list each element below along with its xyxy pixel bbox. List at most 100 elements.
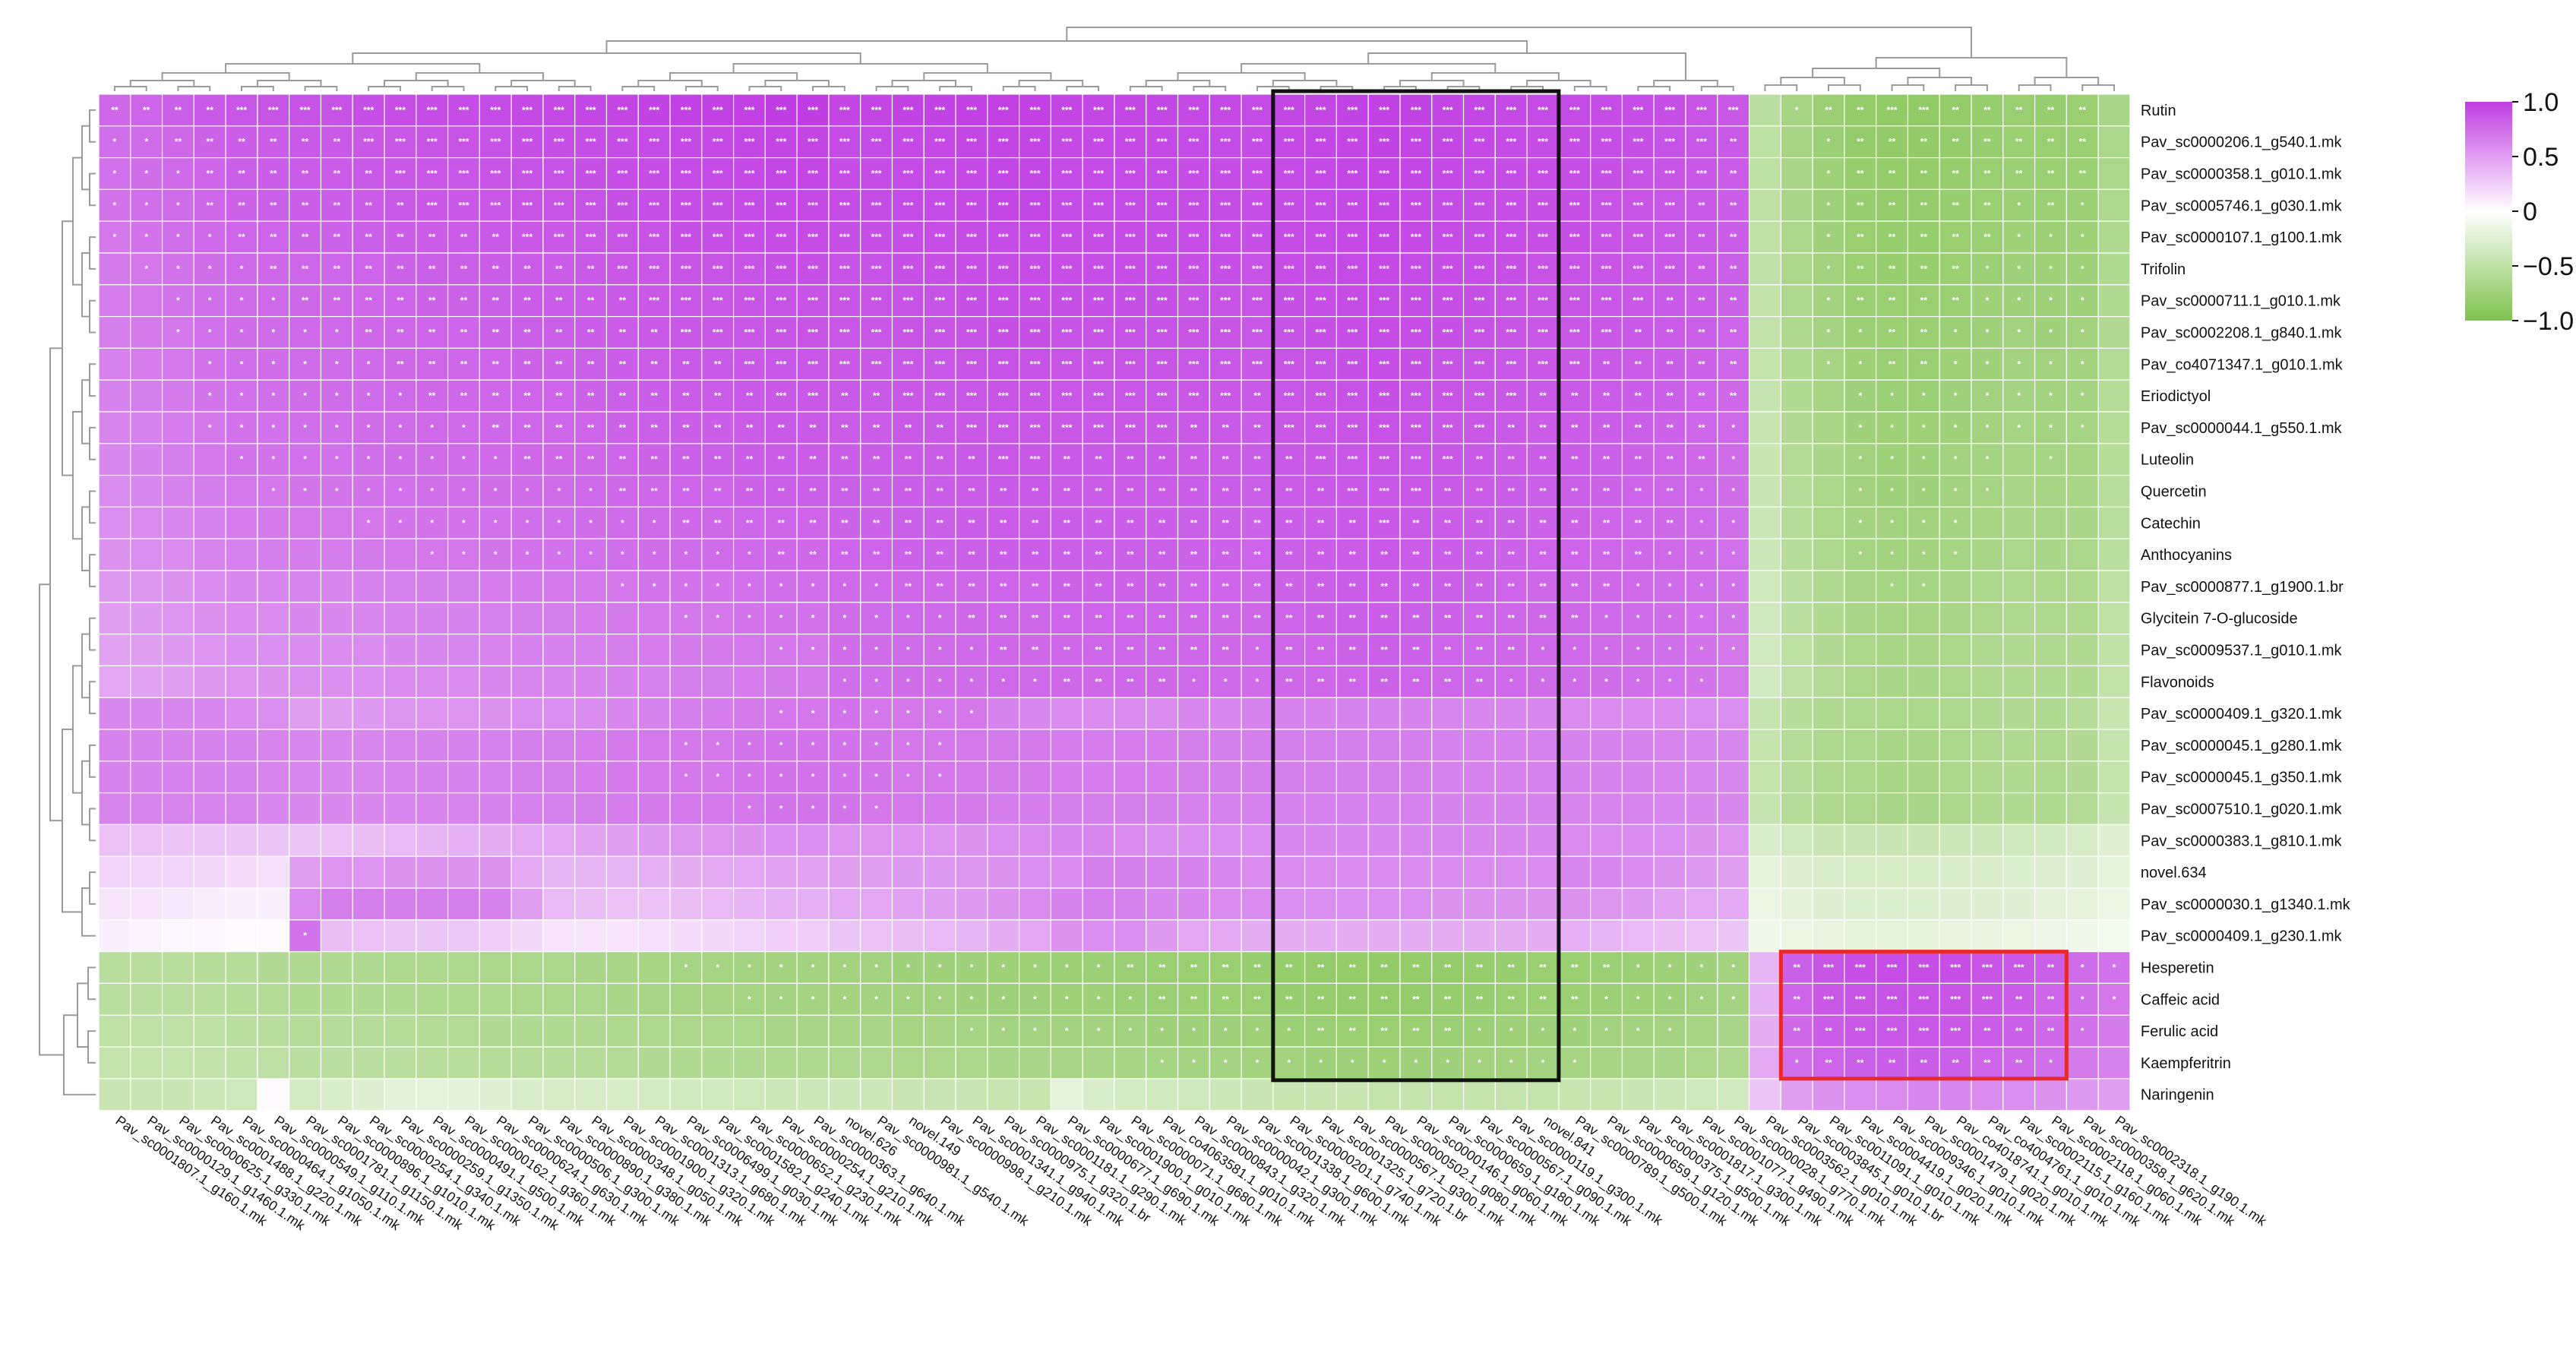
heatmap-cell xyxy=(98,665,131,698)
heatmap-cell xyxy=(1876,760,1909,794)
significance-mark: ** xyxy=(587,264,595,274)
heatmap-cell xyxy=(1335,1078,1369,1111)
heatmap-cell xyxy=(479,919,512,953)
significance-mark: * xyxy=(1668,613,1672,624)
heatmap-cell xyxy=(637,855,671,889)
heatmap-cell xyxy=(669,1078,703,1111)
heatmap-cell xyxy=(352,125,385,159)
row-label: Pav_sc0000383.1_g810.1.mk xyxy=(2141,833,2343,849)
heatmap-cell xyxy=(860,125,893,159)
significance-mark: *** xyxy=(1157,359,1168,369)
significance-mark: *** xyxy=(1061,232,1072,242)
heatmap-cell xyxy=(416,919,449,953)
significance-mark: *** xyxy=(1347,454,1358,465)
heatmap-cell xyxy=(1399,379,1433,413)
significance-mark: * xyxy=(653,549,656,560)
heatmap-cell xyxy=(1462,379,1496,413)
heatmap-cell xyxy=(98,633,131,666)
significance-mark: ** xyxy=(1698,232,1705,242)
significance-mark: ** xyxy=(936,454,943,465)
heatmap-cell xyxy=(2066,1046,2099,1080)
heatmap-cell xyxy=(416,824,449,857)
heatmap-cell xyxy=(2034,729,2067,762)
significance-mark: * xyxy=(716,963,719,973)
significance-mark: ** xyxy=(238,137,245,147)
heatmap-cell xyxy=(161,474,194,507)
significance-mark: *** xyxy=(1379,200,1389,210)
heatmap-cell xyxy=(1907,665,1940,698)
significance-mark: * xyxy=(1731,454,1735,465)
heatmap-cell xyxy=(2002,284,2036,318)
significance-mark: * xyxy=(1986,391,1990,401)
heatmap-cell xyxy=(1621,729,1655,762)
heatmap-cell xyxy=(130,729,163,762)
significance-mark: ** xyxy=(270,232,277,242)
heatmap-cell xyxy=(1717,887,1750,921)
significance-mark: *** xyxy=(808,296,818,306)
significance-mark: ** xyxy=(1317,549,1325,560)
heatmap-cell xyxy=(2066,1078,2099,1111)
row-label: Ferulic acid xyxy=(2141,1023,2218,1040)
dendrogram-branch xyxy=(2034,77,2100,85)
significance-mark: *** xyxy=(1188,137,1199,147)
heatmap-cell xyxy=(447,602,480,635)
significance-mark: ** xyxy=(746,454,754,465)
heatmap-cell xyxy=(796,157,830,191)
dendrogram-branch xyxy=(2081,84,2116,91)
significance-mark: ** xyxy=(1857,105,1864,115)
heatmap-cell xyxy=(2034,855,2067,889)
heatmap-cell xyxy=(574,1078,608,1111)
significance-mark: *** xyxy=(490,137,501,147)
significance-mark: ** xyxy=(1952,232,1959,242)
significance-mark: *** xyxy=(1918,105,1929,115)
heatmap-cell xyxy=(987,1046,1020,1080)
significance-mark: * xyxy=(1636,994,1640,1004)
significance-mark: ** xyxy=(1285,549,1293,560)
significance-mark: * xyxy=(779,740,783,751)
heatmap-cell xyxy=(2002,316,2036,349)
significance-mark: *** xyxy=(554,232,564,242)
dendrogram-branch xyxy=(72,665,82,794)
heatmap-cell xyxy=(257,824,290,857)
heatmap-cell xyxy=(1526,284,1560,318)
heatmap-cell xyxy=(542,188,576,222)
heatmap-cell xyxy=(955,887,988,921)
significance-mark: ** xyxy=(1666,296,1674,306)
heatmap-cell xyxy=(764,252,798,286)
significance-mark: *** xyxy=(1664,200,1675,210)
significance-mark: ** xyxy=(460,391,468,401)
heatmap-cell xyxy=(1685,1014,1718,1048)
heatmap-cell xyxy=(225,982,258,1016)
significance-mark: ** xyxy=(492,232,500,242)
significance-mark: * xyxy=(906,676,910,687)
significance-mark: * xyxy=(716,772,719,783)
heatmap-cell xyxy=(542,950,576,984)
row-label: Pav_sc0000877.1_g1900.1.br xyxy=(2141,579,2344,596)
significance-mark: * xyxy=(303,327,307,338)
dendrogram-branch xyxy=(161,72,290,81)
heatmap-cell xyxy=(161,506,194,539)
significance-mark: *** xyxy=(744,169,754,179)
heatmap-cell xyxy=(2097,602,2131,635)
significance-mark: *** xyxy=(1538,169,1548,179)
heatmap-cell xyxy=(1082,919,1115,953)
heatmap-cell xyxy=(1780,474,1813,507)
heatmap-cell xyxy=(605,760,639,794)
heatmap-cell xyxy=(416,1078,449,1111)
significance-mark: ** xyxy=(1730,232,1737,242)
significance-mark: ** xyxy=(523,264,531,274)
heatmap-cell xyxy=(1844,252,1877,286)
significance-mark: * xyxy=(1827,137,1831,147)
significance-mark: *** xyxy=(1411,137,1421,147)
significance-mark: ** xyxy=(1190,486,1198,497)
heatmap-cell xyxy=(1019,855,1051,889)
heatmap-cell xyxy=(2002,570,2036,603)
significance-mark: ** xyxy=(619,391,627,401)
dendrogram-branch xyxy=(1573,86,1607,91)
heatmap-cell xyxy=(1146,157,1179,191)
significance-mark: *** xyxy=(1506,232,1516,242)
heatmap-cell xyxy=(289,982,322,1016)
heatmap-cell xyxy=(542,570,576,603)
heatmap-cell xyxy=(1780,919,1813,953)
heatmap-cell xyxy=(2002,538,2036,571)
